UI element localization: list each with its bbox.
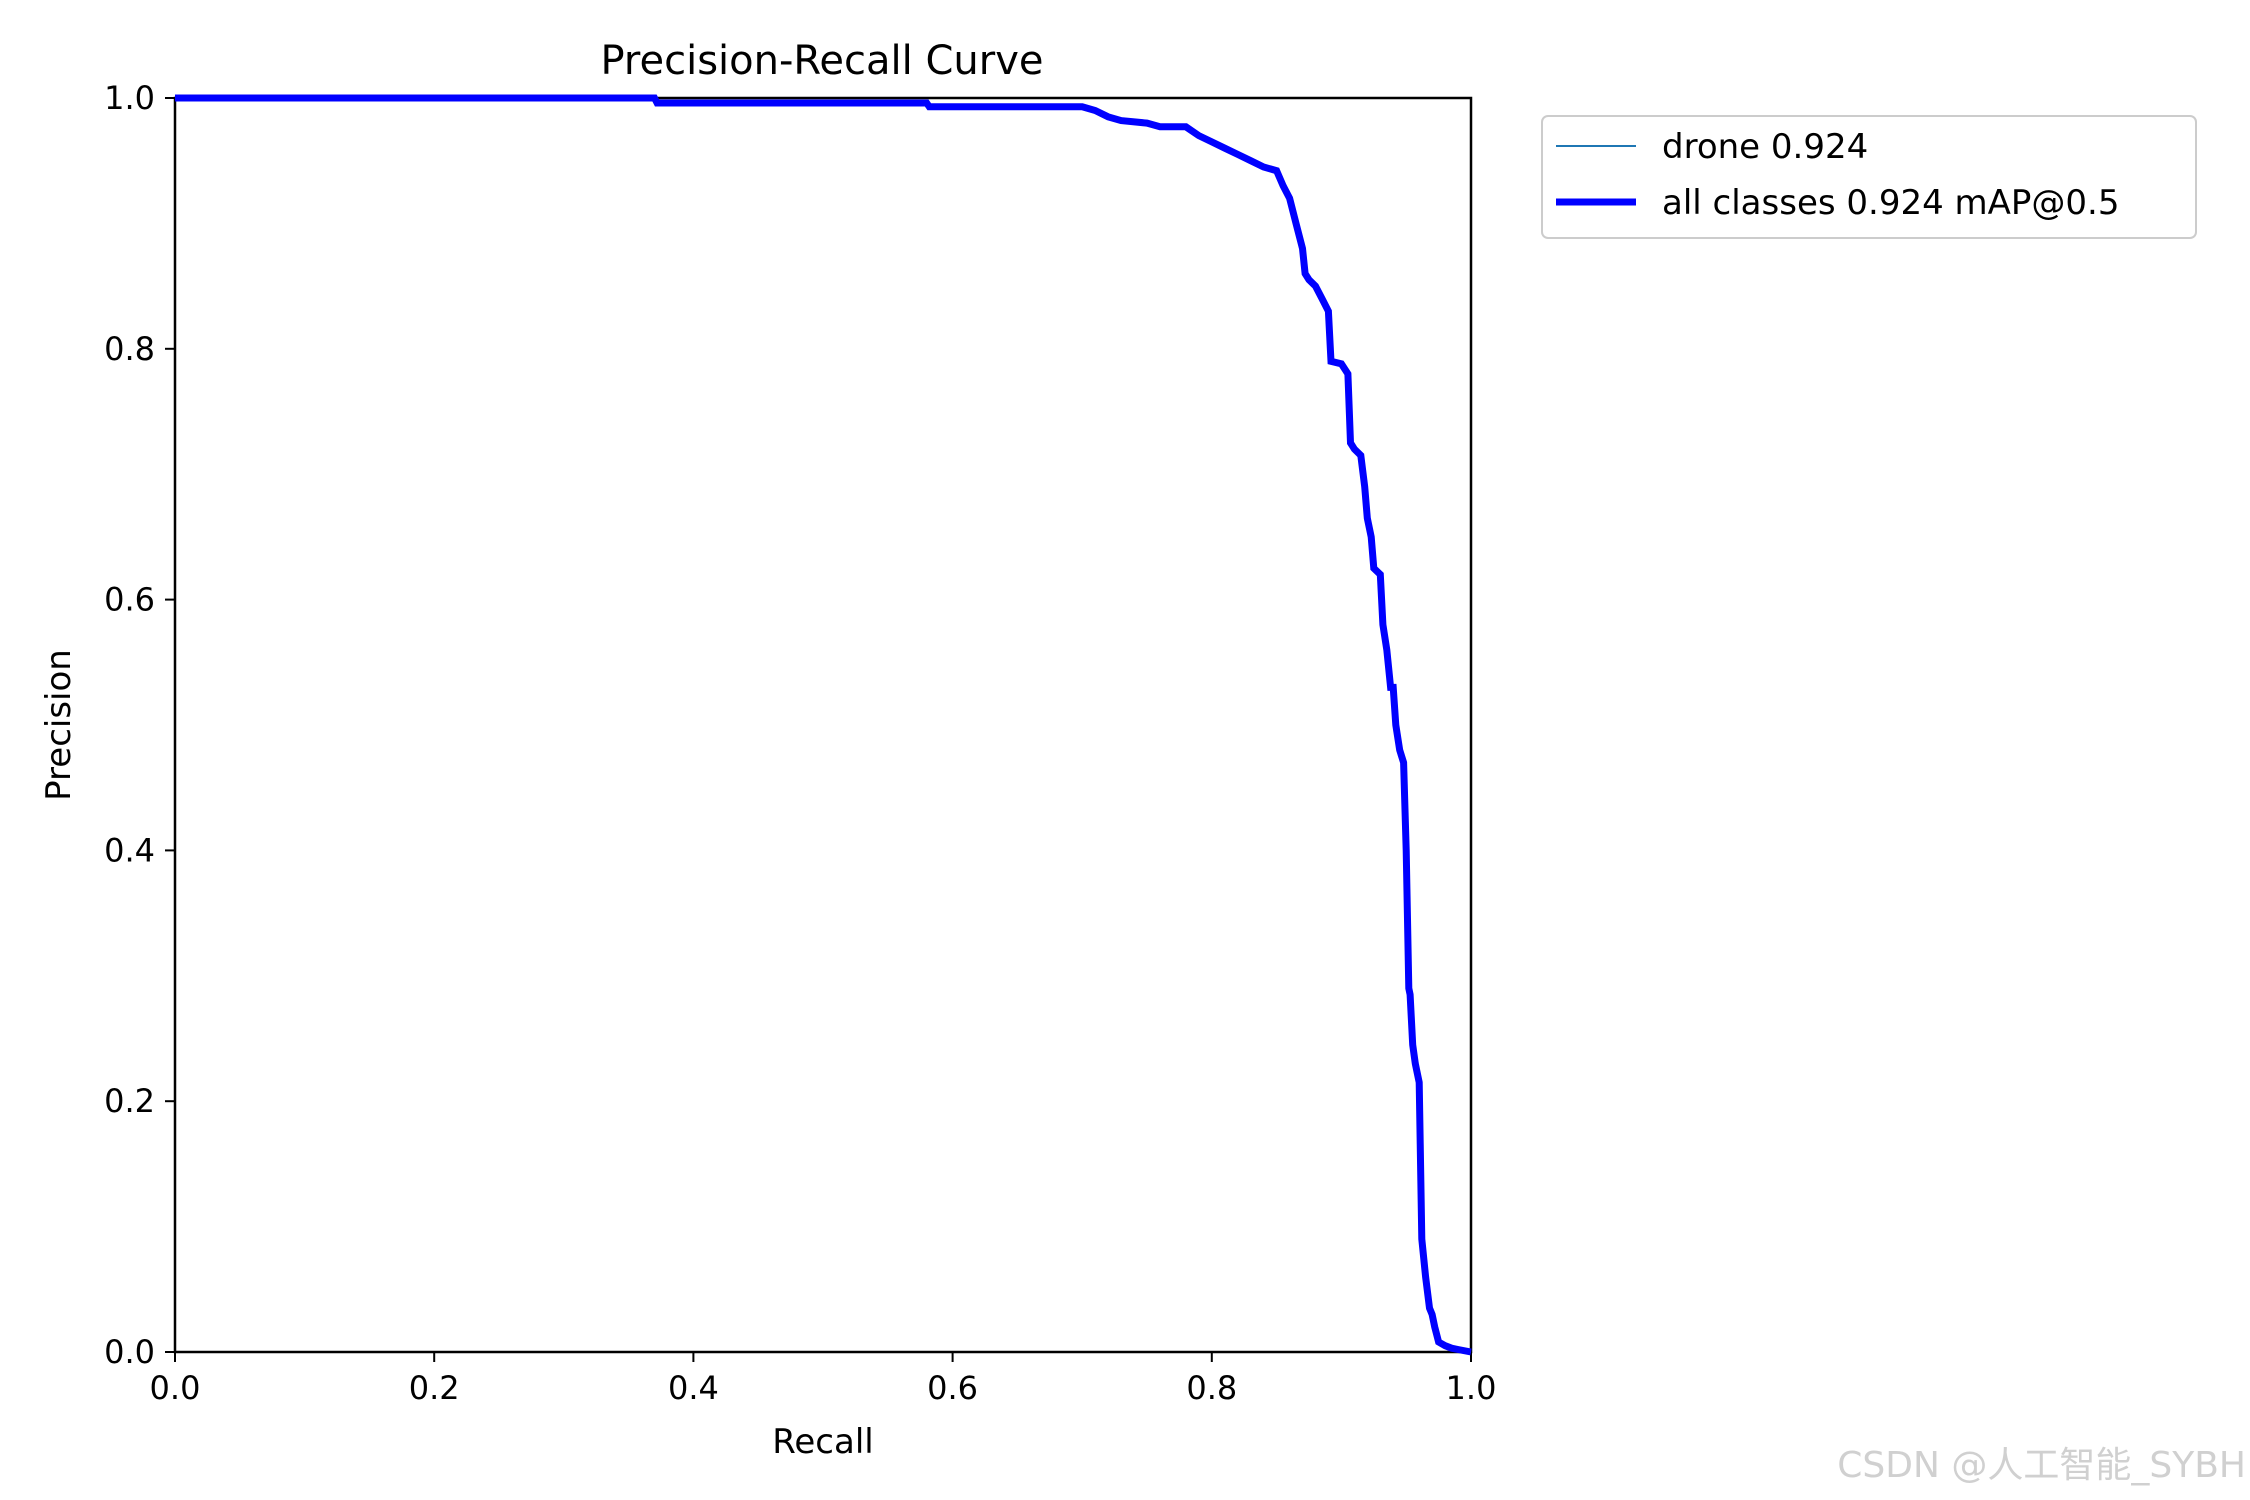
y-tick-label: 0.6 (104, 581, 155, 619)
series-line-1 (175, 94, 1472, 1356)
x-axis-label: Recall (772, 1422, 873, 1462)
legend: drone 0.924 all classes 0.924 mAP@0.5 (1541, 115, 2197, 239)
x-tick-label: 1.0 (1446, 1369, 1497, 1407)
legend-label: all classes 0.924 mAP@0.5 (1662, 183, 2119, 223)
series-line-0 (175, 97, 1472, 1353)
y-tick-label: 0.0 (104, 1333, 155, 1371)
y-tick-label: 0.2 (104, 1082, 155, 1120)
x-tick-label: 0.8 (1186, 1369, 1237, 1407)
legend-entries: drone 0.924 all classes 0.924 mAP@0.5 (1556, 127, 2119, 223)
series-layer (175, 94, 1472, 1356)
legend-label: drone 0.924 (1662, 127, 1868, 167)
x-axis-ticks: 0.0 0.2 0.4 0.6 0.8 1.0 (150, 1352, 1497, 1407)
y-axis-label: Precision (39, 649, 79, 801)
x-tick-label: 0.6 (927, 1369, 978, 1407)
x-tick-label: 0.0 (150, 1369, 201, 1407)
y-tick-label: 1.0 (104, 79, 155, 117)
x-tick-label: 0.2 (409, 1369, 460, 1407)
legend-box (1541, 115, 2197, 239)
chart-title: Precision-Recall Curve (601, 38, 1044, 84)
y-axis-ticks: 0.0 0.2 0.4 0.6 0.8 1.0 (104, 79, 175, 1371)
plot-area-frame (173, 96, 1473, 1354)
x-tick-label: 0.4 (668, 1369, 719, 1407)
y-tick-label: 0.8 (104, 330, 155, 368)
watermark-text: CSDN @人工智能_SYBH (1837, 1445, 2246, 1486)
y-tick-label: 0.4 (104, 831, 155, 869)
